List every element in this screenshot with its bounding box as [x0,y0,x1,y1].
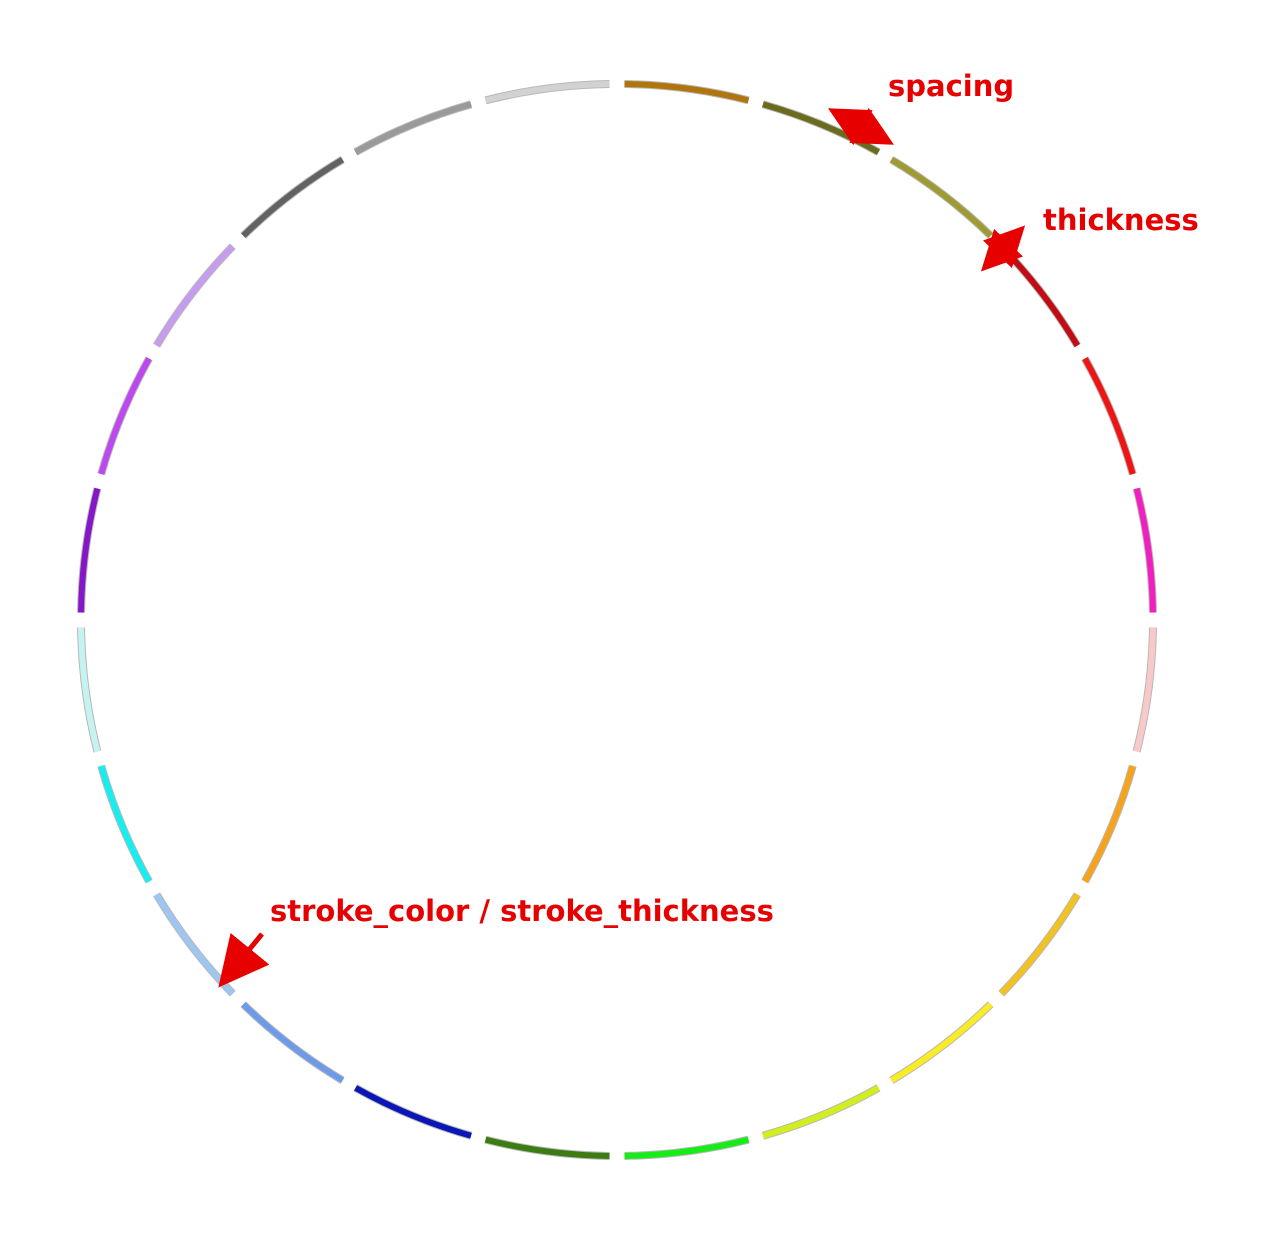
annotations: spacing thickness stroke_color / stroke_… [218,67,1201,988]
ring-segment [999,892,1080,996]
ring-segment [624,81,750,104]
ring-segment [624,1136,750,1159]
ring-segment [762,1085,880,1139]
ring-segment [98,765,152,883]
spacing-label: spacing [888,69,1014,103]
ring-segment [354,101,472,155]
ring-segment [889,1002,993,1083]
ring-segment [1133,627,1156,753]
stroke-arrow [218,932,270,988]
ring-segment [241,1002,345,1083]
ring-segment [98,357,152,475]
ring-segment [1082,357,1136,475]
spacing-arrow [827,107,895,146]
ring-segment [1082,765,1136,883]
thickness-label: thickness [1043,203,1199,237]
stroke-label: stroke_color / stroke_thickness [270,894,774,928]
ring-segment [484,81,610,104]
ring-segment [154,244,235,348]
ring-segment [484,1136,610,1159]
ring-segment [241,157,345,238]
ring-segment [78,487,101,613]
ring-segment [78,627,101,753]
ring-segments [77,80,1157,1160]
ring-segment [354,1085,472,1139]
ring-segment [762,101,880,155]
ring-segment [1133,487,1156,613]
thickness-arrow [980,225,1026,272]
